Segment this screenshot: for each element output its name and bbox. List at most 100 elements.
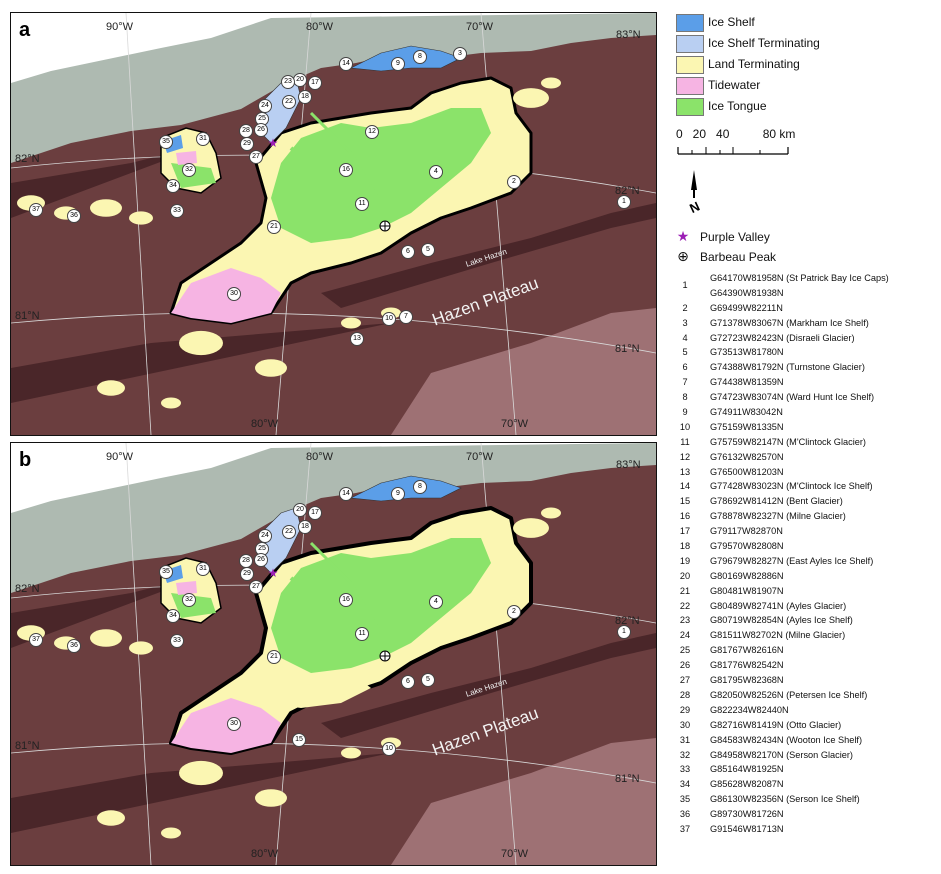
ice-tongue <box>309 541 383 634</box>
glacier-id-text: G79570W82808N <box>710 541 784 552</box>
small-ice-cap <box>161 827 181 839</box>
small-ice-cap <box>255 789 287 807</box>
glacier-id-row: 37 G91546W81713N <box>676 822 938 837</box>
glacier-number: 24 <box>679 630 691 641</box>
glacier-number-marker: 11 <box>355 627 369 641</box>
map-panel-b: b ★ 90°W 80°W 70°W 80°W 70°W 83°N 82°N 8… <box>10 442 657 866</box>
lon-label: 80°W <box>251 418 279 430</box>
glacier-number-marker: 35 <box>159 135 173 149</box>
glacier-number-marker: 2 <box>507 175 521 189</box>
glacier-number: 30 <box>679 719 691 730</box>
glacier-id-text: G81511W82702N (Milne Glacier) <box>710 630 846 641</box>
glacier-number-marker: 28 <box>239 124 253 138</box>
glacier-id-text: G73513W81780N <box>710 347 784 358</box>
glacier-id-row: 32 G84958W82170N (Serson Glacier) <box>676 748 938 763</box>
glacier-number: 31 <box>679 734 691 745</box>
glacier-id-row: 16 G78878W82327N (Milne Glacier) <box>676 509 938 524</box>
glacier-id-row: 10 G75159W81335N <box>676 420 938 435</box>
glacier-id-row: 30 G82716W81419N (Otto Glacier) <box>676 718 938 733</box>
barbeau-peak-label: Barbeau Peak <box>700 250 777 264</box>
small-ice-cap <box>129 641 153 655</box>
glacier-number-marker: 14 <box>339 57 353 71</box>
glacier-number-marker: 16 <box>339 593 353 607</box>
glacier-number: 14 <box>679 481 691 492</box>
glacier-number: 37 <box>679 823 691 834</box>
glacier-number-marker: 18 <box>298 90 312 104</box>
glacier-number: 28 <box>679 689 691 700</box>
glacier-id-text: G72723W82423N (Disraeli Glacier) <box>710 332 855 343</box>
glacier-number: 1 <box>682 280 688 290</box>
small-ice-cap <box>179 760 223 786</box>
glacier-number-marker: 33 <box>170 634 184 648</box>
small-ice-cap <box>129 211 153 225</box>
lat-label: 82°N <box>15 153 40 165</box>
glacier-id-text: G78692W81412N (Bent Glacier) <box>710 496 843 507</box>
glacier-id-text: G82716W81419N (Otto Glacier) <box>710 719 842 730</box>
glacier-number: 5 <box>682 347 688 358</box>
scale-bar: 0 20 40 80 km <box>676 127 856 167</box>
glacier-id-row: 34 G85628W82087N <box>676 777 938 792</box>
glacier-id-row: 36 G89730W81726N <box>676 807 938 822</box>
glacier-id-text: G85628W82087N <box>710 779 784 790</box>
glacier-id-text: G79117W82870N <box>710 526 783 537</box>
glacier-number-marker: 34 <box>166 609 180 623</box>
glacier-id-row: 28 G82050W82526N (Petersen Ice Shelf) <box>676 688 938 703</box>
ice-shelf <box>349 475 462 502</box>
glacier-id-row: 29 G822234W82440N <box>676 703 938 718</box>
lat-label: 82°N <box>615 185 640 197</box>
glacier-number-marker: 10 <box>382 312 396 326</box>
glacier-number-marker: 4 <box>429 165 443 179</box>
legend-swatch <box>676 14 704 32</box>
glacier-id-row: 13 G76500W81203N <box>676 465 938 480</box>
scale-label: 0 20 40 80 km <box>676 127 796 141</box>
glacier-id-row: 12 G76132W82570N <box>676 450 938 465</box>
glacier-id-text: G75159W81335N <box>710 421 784 432</box>
glacier-number-marker: 12 <box>365 125 379 139</box>
legend-label: Ice Shelf <box>708 15 755 29</box>
legend-label: Ice Tongue <box>708 99 767 113</box>
small-ice-cap <box>179 330 223 356</box>
glacier-number-marker: 21 <box>267 650 281 664</box>
glacier-number-marker: 5 <box>421 243 435 257</box>
glacier-number-marker: 8 <box>413 480 427 494</box>
glacier-id-text: G74388W81792N (Turnstone Glacier) <box>710 362 865 373</box>
glacier-number: 27 <box>679 675 691 686</box>
glacier-id-text: G89730W81726N <box>710 809 784 820</box>
legend-label: Tidewater <box>708 78 761 92</box>
panel-letter: a <box>19 19 31 41</box>
legend: Ice Shelf Ice Shelf Terminating Land Ter… <box>676 12 936 117</box>
glacier-number: 4 <box>682 332 688 343</box>
glacier-id-text: G80489W82741N (Ayles Glacier) <box>710 600 847 611</box>
glacier-number: 20 <box>679 570 691 581</box>
purple-valley-star-icon: ★ <box>268 136 279 150</box>
legend-item-land-terminating: Land Terminating <box>676 54 936 75</box>
lon-label: 70°W <box>466 21 494 33</box>
glacier-number-marker: 14 <box>339 487 353 501</box>
glacier-number: 7 <box>682 377 688 388</box>
glacier-number-marker: 11 <box>355 197 369 211</box>
small-ice-cap <box>161 397 181 409</box>
small-ice-cap <box>97 380 125 396</box>
glacier-id-text: G822234W82440N <box>710 704 789 715</box>
lon-label: 90°W <box>106 451 134 463</box>
glacier-number-marker: 7 <box>399 310 413 324</box>
glacier-number-marker: 4 <box>429 595 443 609</box>
small-ice-cap <box>255 359 287 377</box>
small-ice-cap <box>341 317 361 329</box>
legend-item-ice-shelf-terminating: Ice Shelf Terminating <box>676 33 936 54</box>
glacier-number-marker: 2 <box>507 605 521 619</box>
glacier-number: 2 <box>682 302 688 313</box>
glacier-id-row: 25 G81767W82616N <box>676 643 938 658</box>
glacier-number: 21 <box>679 585 691 596</box>
legend-swatch <box>676 56 704 74</box>
glacier-id-text: G84958W82170N (Serson Glacier) <box>710 749 853 760</box>
lon-label: 70°W <box>466 451 494 463</box>
glacier-id-text: G85164W81925N <box>710 764 784 775</box>
ice-tongue <box>289 576 363 645</box>
glacier-number-marker: 30 <box>227 287 241 301</box>
glacier-number-marker: 26 <box>254 123 268 137</box>
glacier-number-marker: 30 <box>227 717 241 731</box>
glacier-id-row: 19 G79679W82827N (East Ayles Ice Shelf) <box>676 554 938 569</box>
snow-patch <box>391 738 656 865</box>
glacier-number-marker: 21 <box>267 220 281 234</box>
